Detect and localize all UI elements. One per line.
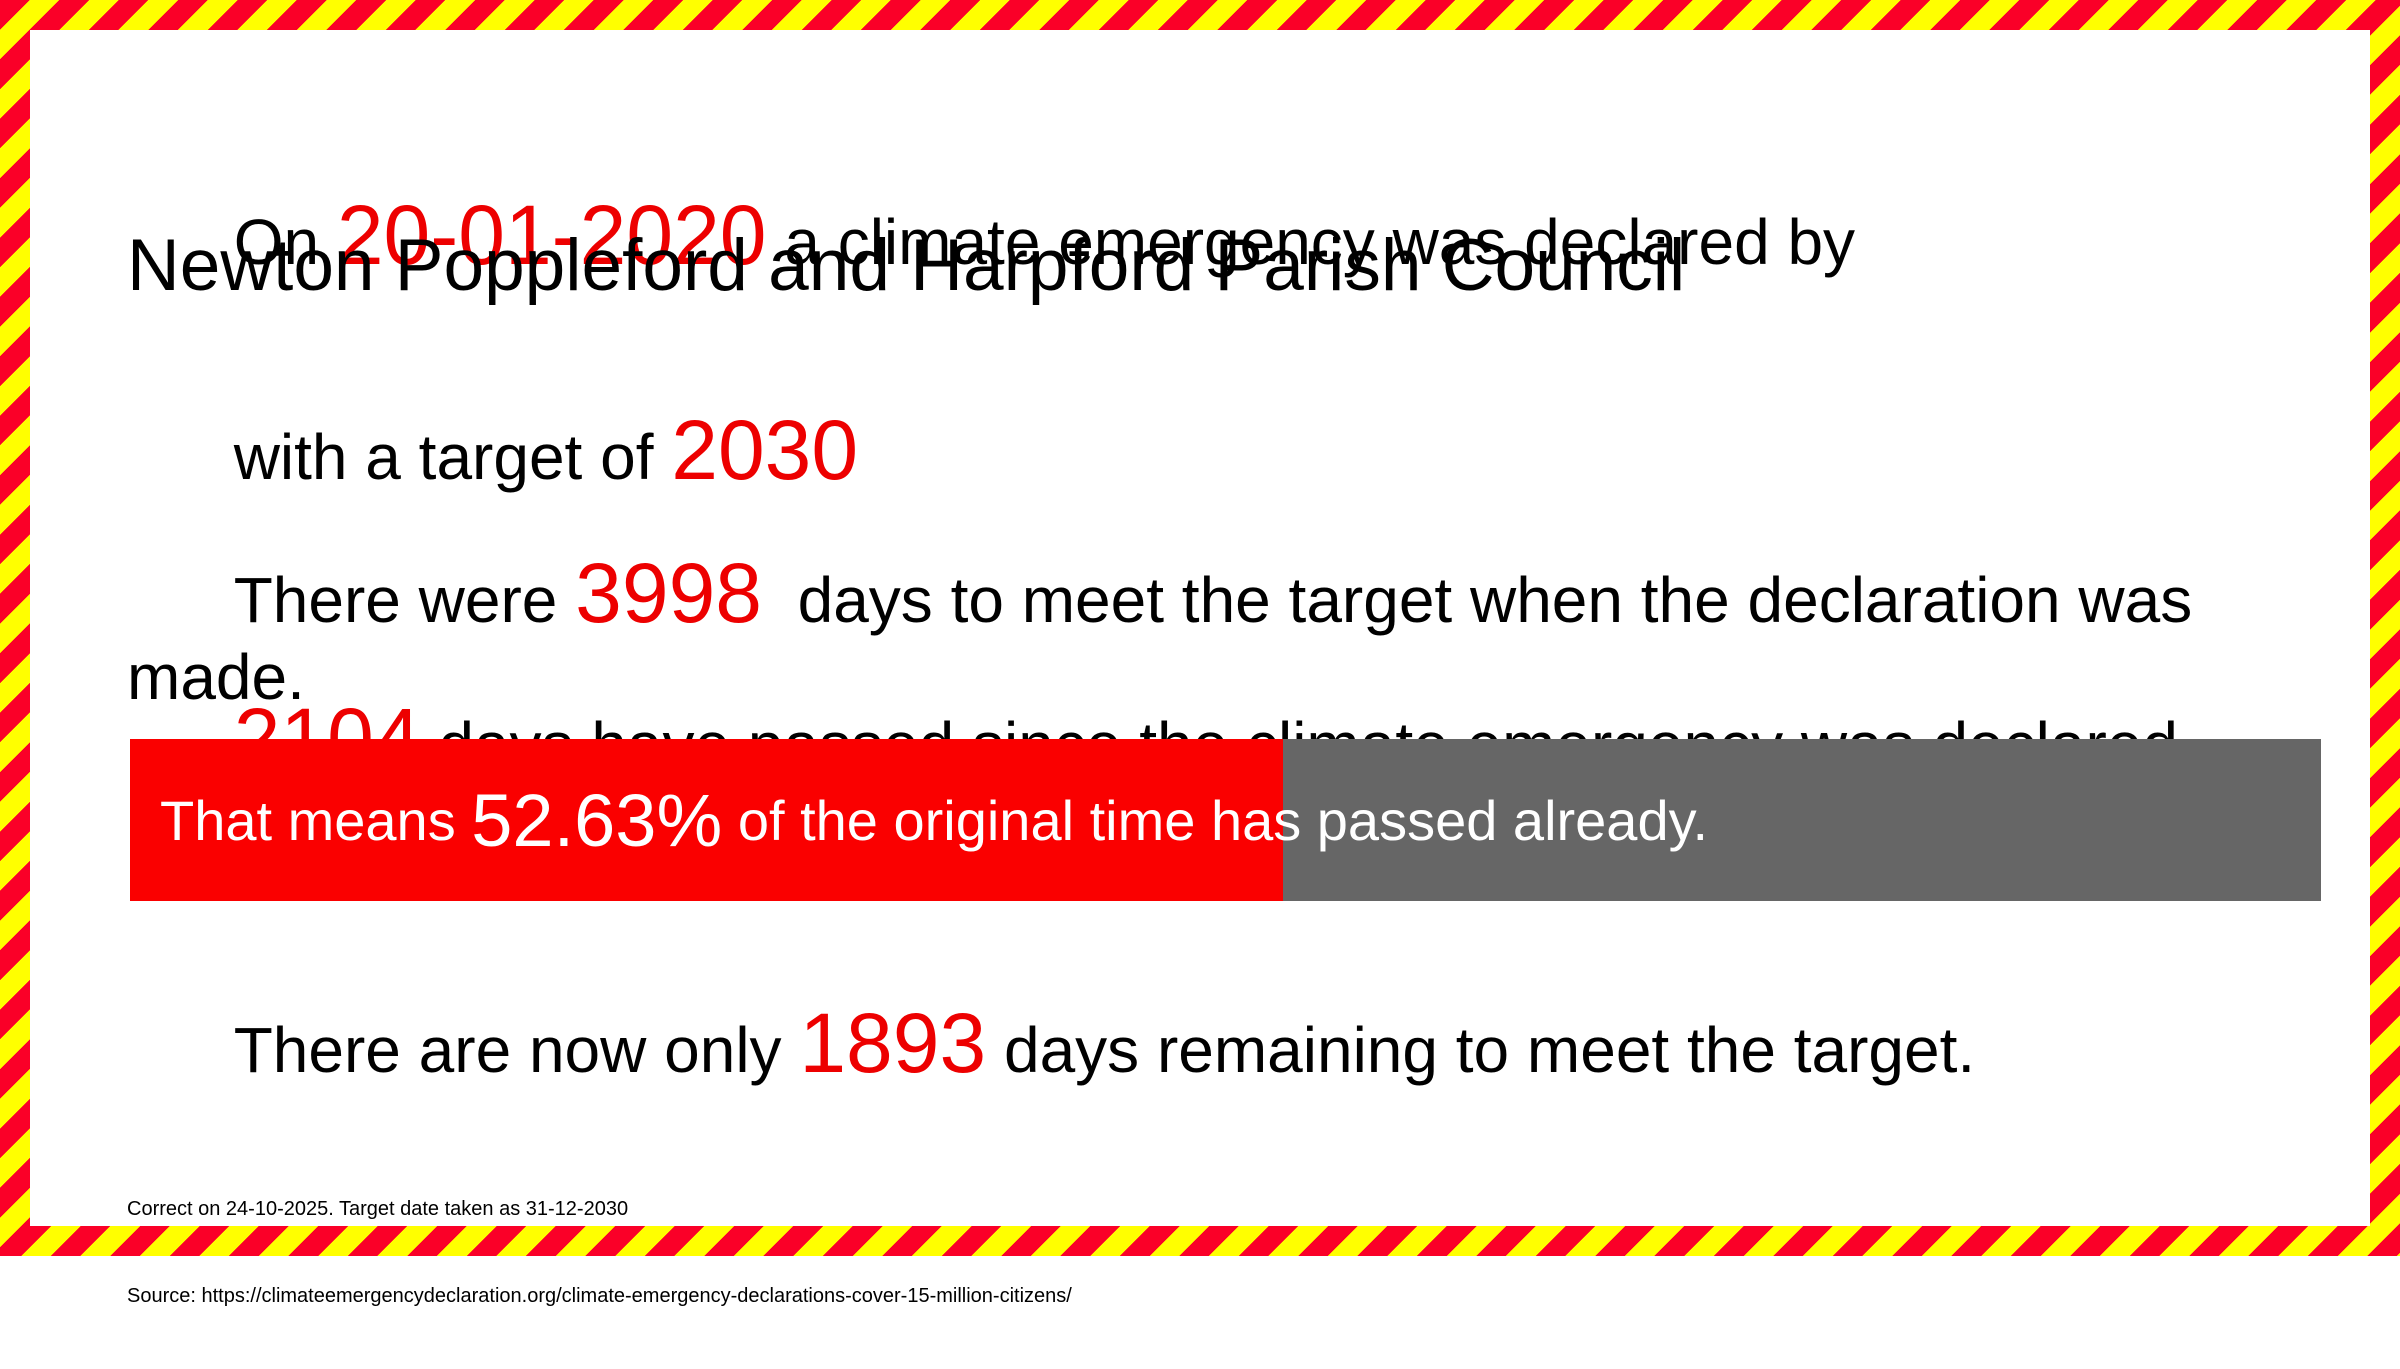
original-days-value: 3998 xyxy=(575,545,763,640)
declaration-date: 20-01-2020 xyxy=(336,187,767,282)
content-panel: On 20-01-2020 a climate emergency was de… xyxy=(30,30,2370,1307)
remaining-days-value: 1893 xyxy=(799,995,987,1090)
council-name: Newton Poppleford and Harpford Parish Co… xyxy=(127,225,1686,306)
footnote: Correct on 24-10-2025. Target date taken… xyxy=(127,1137,1072,1369)
target-prefix: with a target of xyxy=(233,420,672,493)
original-days-prefix: There were xyxy=(233,563,576,636)
original-days-suffix: days to meet the target when the declara… xyxy=(127,563,2210,714)
footnote-correct-on: Correct on 24-10-2025. Target date taken… xyxy=(127,1198,629,1220)
declaration-suffix: a climate emergency was declared by xyxy=(766,205,1856,278)
progress-fill xyxy=(130,739,1284,901)
original-days-line: There were 3998 days to meet the target … xyxy=(127,471,2260,788)
remaining-days-suffix: days remaining to meet the target. xyxy=(986,1013,1976,1086)
declaration-line: On 20-01-2020 a climate emergency was de… xyxy=(127,113,2260,357)
footnote-source: Source: https://climateemergencydeclarat… xyxy=(127,1285,1072,1307)
hazard-stripe-border: On 20-01-2020 a climate emergency was de… xyxy=(0,0,2400,1307)
remaining-days-prefix: There are now only xyxy=(233,1013,800,1086)
target-line: with a target of 2030 xyxy=(127,328,2260,572)
progress-bar: That means 52.63% of the original time h… xyxy=(130,739,2321,901)
target-year: 2030 xyxy=(671,402,859,497)
progress-percent: 52.63% xyxy=(471,778,723,862)
declaration-prefix: On xyxy=(233,205,337,278)
progress-prefix: That means xyxy=(160,788,472,852)
progress-label: That means 52.63% of the original time h… xyxy=(130,739,2321,901)
remaining-days-line: There are now only 1893 days remaining t… xyxy=(127,921,2260,1165)
progress-suffix: of the original time has passed already. xyxy=(722,788,1708,852)
